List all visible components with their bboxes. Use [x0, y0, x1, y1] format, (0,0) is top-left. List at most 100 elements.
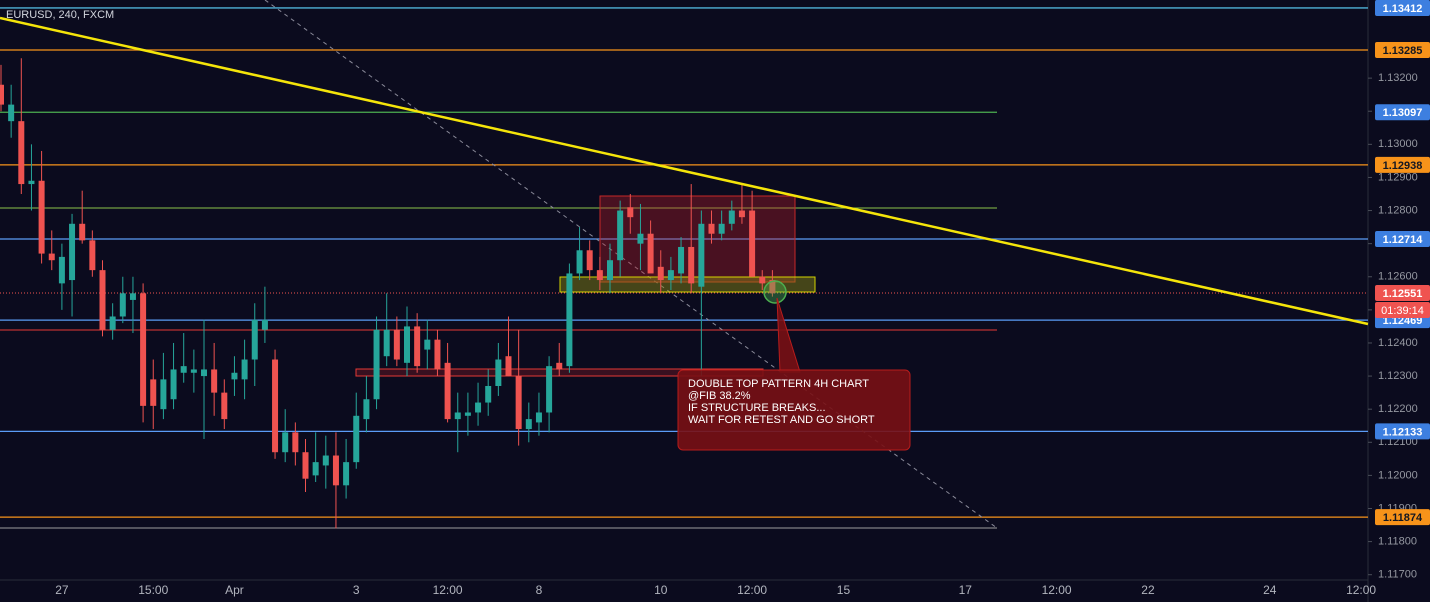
trendline [0, 16, 1369, 326]
candle-body [434, 339, 441, 370]
candle-body [140, 293, 147, 406]
candle-body [282, 432, 289, 453]
last-price-label: 1.12551 [1383, 288, 1423, 300]
candle-body [312, 462, 319, 476]
candle-body [464, 412, 471, 416]
candle-body [596, 270, 603, 281]
candle-body [58, 256, 65, 284]
candle-body [738, 210, 745, 218]
candle-body [607, 260, 613, 281]
candle-body [515, 376, 522, 430]
level-label: 1.11874 [1383, 512, 1423, 524]
x-tick-label: 15 [837, 583, 851, 597]
candle-body [180, 366, 187, 373]
candle-body [241, 359, 248, 380]
candle-body [535, 412, 542, 423]
countdown-label: 01:39:14 [1381, 305, 1424, 317]
candle-body [698, 223, 705, 287]
candle-body [170, 369, 177, 400]
x-tick-label: 10 [654, 583, 668, 597]
candle-body [99, 270, 106, 330]
candle-body [657, 266, 664, 281]
level-label-box [1375, 0, 1430, 16]
x-tick-label: 3 [353, 583, 360, 597]
candle-body [109, 316, 116, 330]
candle-body [0, 84, 4, 105]
candle-body [485, 386, 492, 403]
candle-body [414, 326, 421, 367]
candle-body [8, 104, 15, 122]
y-tick-label: 1.11700 [1378, 569, 1417, 581]
candle-body [546, 366, 553, 413]
candle-body [302, 452, 309, 479]
last-price-box [1375, 284, 1430, 301]
candle-body [393, 329, 400, 360]
y-tick-label: 1.12000 [1378, 469, 1418, 481]
candle-body [332, 455, 339, 486]
candle-body [89, 240, 96, 271]
candle-body [444, 362, 451, 420]
candle-body [647, 233, 654, 274]
candle-body [383, 329, 390, 357]
x-tick-label: 17 [959, 583, 973, 597]
candle-body [201, 369, 207, 377]
candle-body [18, 121, 25, 185]
candle-body [160, 379, 167, 410]
level-label-box [1375, 156, 1430, 173]
candle-body [231, 372, 238, 380]
candle-body [404, 326, 410, 363]
candle-body [627, 207, 634, 218]
x-tick-label: 12:00 [737, 583, 767, 597]
candle-body [28, 180, 35, 185]
level-label: 1.13097 [1383, 107, 1423, 119]
y-tick-label: 1.12300 [1378, 370, 1418, 382]
candle-body [190, 369, 197, 373]
level-label-box [1375, 423, 1430, 440]
candle-body [576, 250, 583, 274]
overlay-layer: DOUBLE TOP PATTERN 4H CHART @FIB 38.2% I… [0, 9, 1369, 451]
neckline-zone [559, 276, 816, 293]
y-tick-label: 1.12200 [1378, 403, 1418, 415]
candle-body [688, 246, 695, 284]
candle-body [454, 412, 461, 420]
candle-body [322, 455, 329, 466]
candle-body [495, 359, 502, 387]
x-tick-label: 22 [1141, 583, 1155, 597]
candle-body [373, 329, 380, 400]
candle-body [505, 356, 512, 377]
x-tick-label: 8 [536, 583, 543, 597]
candle-body [129, 293, 136, 300]
callout-text: @FIB 38.2% [688, 390, 751, 402]
candle-body [708, 223, 715, 234]
candle-body [475, 402, 482, 413]
level-label-box [1375, 41, 1430, 58]
level-label: 1.13412 [1383, 3, 1423, 15]
countdown-box [1375, 301, 1430, 318]
callout-box [677, 369, 911, 451]
level-label: 1.12133 [1383, 426, 1423, 438]
y-tick-label: 1.12600 [1378, 271, 1418, 283]
candle-body [292, 432, 299, 453]
y-tick-label: 1.13000 [1378, 138, 1418, 150]
candles-layer [0, 58, 776, 529]
candle-body [363, 399, 370, 420]
level-label: 1.12938 [1383, 160, 1423, 172]
level-label-box [1375, 231, 1430, 248]
level-label-box [1375, 104, 1430, 121]
candle-body [667, 270, 674, 281]
y-tick-label: 1.12400 [1378, 337, 1418, 349]
candle-body [769, 280, 776, 294]
level-label-box [1375, 509, 1430, 526]
candle-body [221, 392, 228, 420]
y-tick-label: 1.12800 [1378, 204, 1418, 216]
level-label: 1.12469 [1383, 315, 1423, 327]
candle-body [251, 319, 258, 360]
candle-body [261, 319, 268, 330]
candle-body [556, 362, 563, 370]
candle-body [353, 415, 360, 463]
callout-text: WAIT FOR RETEST AND GO SHORT [688, 414, 875, 426]
x-tick-label: Apr [225, 583, 244, 597]
candle-body [749, 210, 756, 277]
candle-body [38, 180, 45, 254]
candle-body [272, 359, 279, 453]
